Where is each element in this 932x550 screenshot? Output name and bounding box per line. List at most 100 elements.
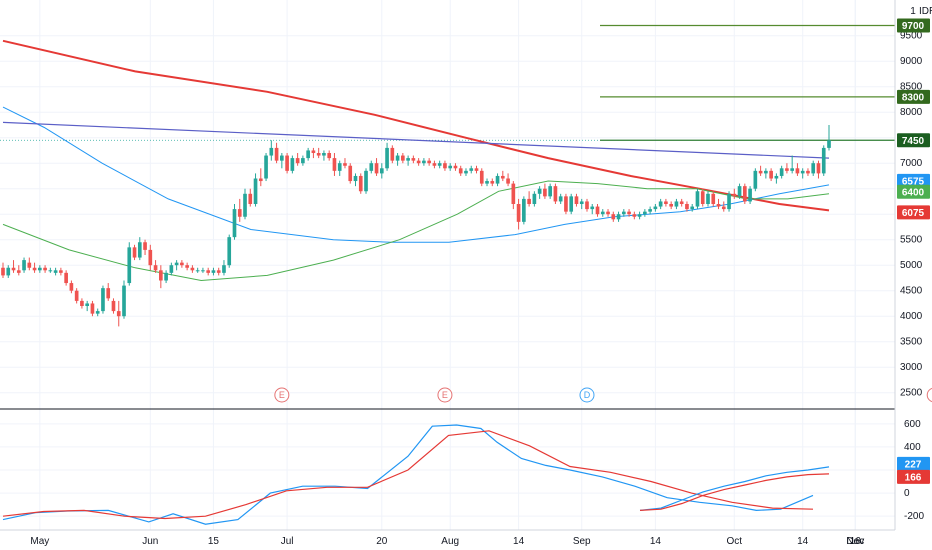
x-tick-label: Aug — [441, 536, 459, 547]
candle — [122, 280, 126, 319]
candle — [343, 158, 347, 169]
candle — [737, 183, 742, 199]
candle-body — [337, 163, 342, 171]
candle — [479, 168, 484, 187]
price-label: 6575 — [897, 173, 930, 188]
price-label-bg — [897, 205, 930, 220]
candle-body — [122, 285, 126, 317]
candle-body — [322, 153, 326, 156]
candle-body — [621, 211, 626, 215]
price-label: 227 — [897, 456, 930, 471]
candle-body — [132, 247, 137, 258]
candle-body — [269, 147, 274, 156]
x-tick-label: May — [30, 536, 49, 547]
candle-body — [37, 267, 42, 271]
candle — [795, 163, 800, 176]
candle — [348, 163, 353, 184]
candle-body — [211, 270, 216, 273]
candle-body — [274, 147, 279, 161]
candle — [658, 198, 663, 210]
candle — [685, 201, 689, 212]
candle-body — [600, 211, 605, 215]
candle-body — [727, 193, 731, 210]
candle-body — [358, 175, 363, 192]
candle — [85, 300, 90, 312]
oscillator-pane[interactable] — [2, 424, 830, 525]
candle-body — [569, 196, 574, 212]
candle — [195, 267, 200, 273]
candle — [490, 178, 495, 187]
candle-body — [579, 201, 584, 204]
candle — [327, 150, 332, 161]
candle-body — [153, 265, 158, 271]
candle — [185, 262, 189, 271]
currency-number: 1 — [910, 6, 916, 17]
candle-body — [111, 300, 116, 312]
candle-body — [127, 247, 132, 284]
candle — [711, 191, 716, 207]
candle — [579, 198, 584, 210]
candle — [132, 244, 137, 261]
candle-body — [827, 140, 831, 148]
series-line — [2, 106, 830, 243]
candle-body — [385, 147, 389, 169]
candle-body — [574, 196, 579, 204]
candle-body — [190, 267, 195, 271]
candle-body — [169, 265, 174, 273]
candle-body — [1, 267, 5, 276]
candle-body — [632, 214, 637, 217]
candle-body — [248, 193, 253, 204]
candle-body — [742, 186, 747, 202]
candle-body — [785, 168, 789, 171]
candle-body — [159, 270, 163, 281]
candle — [695, 188, 700, 210]
candle — [274, 142, 279, 164]
x-tick-label: 20 — [376, 536, 388, 547]
price-label-bg — [897, 89, 930, 104]
candle-body — [32, 267, 37, 271]
candle-body — [48, 270, 53, 272]
price-label-text: 8300 — [902, 92, 925, 103]
candle — [258, 168, 263, 187]
candle-body — [243, 193, 247, 217]
candle — [379, 163, 384, 179]
candle-body — [769, 170, 773, 179]
candle — [806, 168, 810, 176]
candle — [648, 206, 652, 215]
candle-body — [495, 175, 500, 184]
candle — [222, 260, 226, 276]
candle-body — [143, 242, 147, 250]
candle — [401, 153, 405, 164]
candle — [74, 288, 79, 304]
candle-body — [585, 201, 589, 210]
event-marker-text: E — [442, 390, 448, 400]
candle — [416, 158, 421, 166]
price-label: 8300 — [897, 89, 930, 104]
candle-body — [95, 311, 100, 314]
candle — [485, 178, 489, 187]
candle-body — [59, 270, 63, 273]
candle — [253, 173, 258, 207]
candle — [232, 204, 237, 240]
main-pane[interactable] — [0, 24, 895, 327]
candle — [316, 147, 321, 159]
event-marker-circle — [579, 387, 595, 403]
candle — [106, 283, 111, 301]
x-tick-label: Oct — [727, 536, 743, 547]
price-label: 9700 — [897, 18, 930, 33]
candle-body — [790, 168, 795, 171]
candle — [448, 163, 453, 171]
candle — [522, 196, 526, 225]
candle-body — [348, 165, 353, 182]
candle-body — [227, 237, 232, 266]
candle-body — [674, 201, 679, 207]
candle — [690, 204, 695, 212]
candle — [190, 265, 195, 273]
candle-body — [458, 168, 463, 174]
candle — [48, 267, 53, 273]
candle — [453, 163, 458, 171]
candle-body — [16, 270, 21, 273]
candle-body — [11, 267, 16, 271]
candle-body — [548, 186, 552, 197]
